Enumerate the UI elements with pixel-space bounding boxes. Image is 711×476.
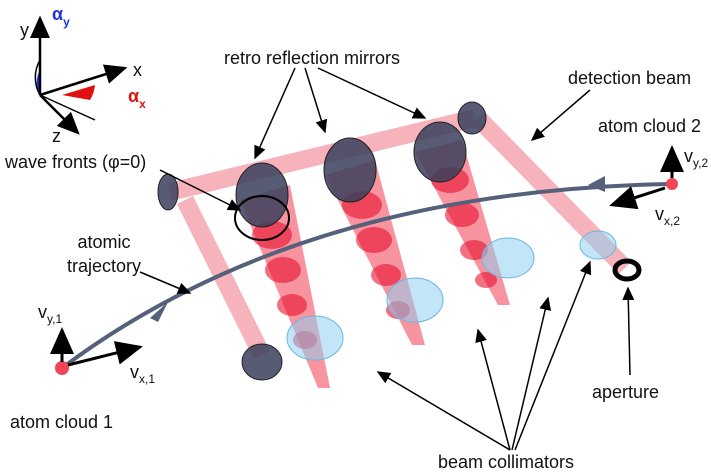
axes bbox=[30, 15, 128, 135]
label: atomic bbox=[77, 232, 130, 252]
trajectory-arrow bbox=[588, 176, 605, 192]
label: atom cloud 2 bbox=[598, 116, 701, 136]
label: aperture bbox=[592, 382, 659, 402]
wave-front-ring bbox=[234, 195, 290, 241]
mirrors bbox=[157, 101, 487, 381]
label: trajectory bbox=[67, 256, 141, 276]
label-part: v bbox=[684, 146, 693, 166]
label-part: y bbox=[63, 15, 70, 29]
axis-label: z bbox=[52, 126, 61, 146]
atom-cloud bbox=[666, 178, 678, 190]
arrows bbox=[50, 67, 684, 451]
label: beam collimators bbox=[438, 452, 574, 472]
trajectory bbox=[60, 182, 673, 370]
label: vx,1 bbox=[130, 362, 155, 386]
aperture bbox=[612, 258, 642, 282]
angle-label: αy bbox=[52, 4, 70, 29]
collimators bbox=[286, 230, 617, 361]
label: wave fronts (φ=0) bbox=[4, 152, 146, 172]
label-part: x,2 bbox=[664, 214, 680, 228]
label-part: y,2 bbox=[693, 156, 708, 170]
label-part: v bbox=[130, 362, 139, 382]
angle-label: αx bbox=[128, 86, 146, 111]
axis-label: x bbox=[133, 60, 142, 80]
label-part: y,1 bbox=[47, 312, 62, 326]
label-part: x bbox=[139, 97, 146, 111]
label: detection beam bbox=[568, 68, 691, 88]
label: retro reflection mirrors bbox=[224, 48, 400, 68]
atom-cloud bbox=[55, 361, 69, 375]
label-part: x,1 bbox=[139, 372, 155, 386]
beams bbox=[167, 109, 632, 360]
label: vx,2 bbox=[655, 204, 680, 228]
trajectory-arrow bbox=[150, 302, 168, 322]
label-part: v bbox=[38, 302, 47, 322]
label-part: v bbox=[655, 204, 664, 224]
label-part: α bbox=[128, 86, 139, 106]
label: atom cloud 1 bbox=[10, 412, 113, 432]
label: vy,2 bbox=[684, 146, 708, 170]
label: vy,1 bbox=[38, 302, 62, 326]
axis-label: y bbox=[20, 20, 29, 40]
label-part: α bbox=[52, 4, 63, 24]
